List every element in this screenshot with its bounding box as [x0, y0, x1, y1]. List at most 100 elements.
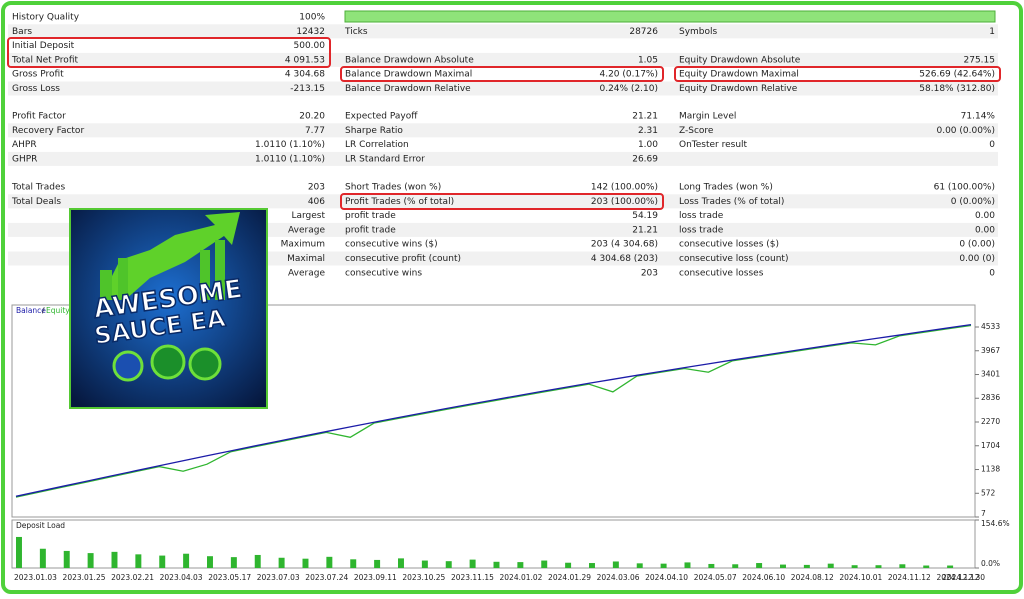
row-value: 12432	[296, 27, 325, 37]
load-bar	[780, 564, 786, 568]
row-value: 0 (0.00%)	[951, 197, 995, 207]
load-bar	[756, 563, 763, 568]
row-label: Equity Drawdown Maximal	[679, 70, 799, 80]
row-shade	[8, 52, 998, 67]
row-value: 0.24% (2.10)	[599, 84, 658, 94]
x-tick-label: 2024.11.12	[888, 573, 931, 582]
row-value: 0.00	[975, 211, 995, 221]
row-label: Symbols	[679, 27, 718, 37]
x-tick-label: 2024.05.07	[694, 573, 737, 582]
row-label: Loss Trades (% of total)	[679, 197, 784, 207]
y-tick-label: 4533	[981, 322, 1000, 331]
row-label: Maximal	[287, 254, 325, 264]
row-label: consecutive profit (count)	[345, 254, 461, 264]
load-bar	[469, 559, 476, 568]
load-bar	[398, 558, 404, 568]
row-value: 203 (4 304.68)	[591, 240, 658, 250]
load-bar	[827, 563, 834, 568]
row-value: 1.0110 (1.10%)	[255, 140, 325, 150]
row-value: -213.15	[290, 84, 325, 94]
load-bar	[87, 553, 94, 568]
load-bar	[708, 563, 715, 568]
row-label: Average	[288, 268, 325, 278]
load-title: Deposit Load	[16, 521, 65, 530]
load-bar	[183, 553, 190, 568]
x-tick-label: 2023.09.11	[354, 573, 397, 582]
logo: AWESOME SAUCE EA	[69, 208, 268, 409]
row-label: AHPR	[12, 140, 37, 150]
row-label: Equity Drawdown Relative	[679, 84, 798, 94]
row-label: Maximum	[281, 240, 325, 250]
row-label: Recovery Factor	[12, 126, 84, 136]
x-tick-label: 2024.03.06	[597, 573, 640, 582]
load-bar	[732, 564, 739, 568]
load-bar	[39, 548, 46, 568]
row-value: 526.69 (42.64%)	[919, 70, 995, 80]
x-tick-label: 2023.10.25	[402, 573, 445, 582]
row-label: Expected Payoff	[345, 112, 418, 122]
x-tick-label: 2024.08.12	[791, 573, 834, 582]
row-label: Balance Drawdown Relative	[345, 84, 471, 94]
row-value: 4.20 (0.17%)	[599, 70, 658, 80]
row-label: Total Deals	[11, 197, 61, 207]
row-value: 0.00 (0)	[959, 254, 995, 264]
row-value: 0.00 (0.00%)	[936, 126, 995, 136]
row-label: loss trade	[679, 211, 724, 221]
load-area	[11, 519, 976, 569]
highlight-box	[340, 193, 664, 210]
x-tick-label: 2023.01.03	[14, 573, 57, 582]
load-bar	[517, 562, 524, 568]
load-bar	[302, 558, 309, 568]
row-shade	[8, 151, 998, 166]
row-value: 4 091.53	[285, 55, 325, 65]
load-bar	[803, 564, 810, 568]
row-value: 21.21	[632, 112, 658, 122]
load-bar	[111, 551, 118, 568]
x-tick-label: 2023.07.03	[257, 573, 300, 582]
load-bar	[565, 562, 572, 568]
x-tick-label: 2024.01.02	[500, 573, 543, 582]
row-value: 58.18% (312.80)	[919, 84, 995, 94]
load-bar	[374, 559, 381, 568]
row-label: Profit Factor	[12, 112, 66, 122]
highlight-box	[340, 66, 664, 82]
x-tick-label: 2024.10.01	[839, 573, 882, 582]
row-label: consecutive wins ($)	[345, 240, 438, 250]
load-bar	[947, 565, 954, 568]
x-tick-label: 2023.11.15	[451, 573, 494, 582]
row-value: 1.00	[638, 140, 658, 150]
row-value: 142 (100.00%)	[591, 183, 658, 193]
row-label: Total Trades	[11, 183, 66, 193]
row-label: LR Correlation	[345, 140, 409, 150]
load-bar	[923, 565, 930, 568]
row-value: 0	[989, 268, 995, 278]
load-bar	[159, 555, 166, 568]
load-tick-label: 0.0%	[981, 559, 1000, 568]
series-line	[15, 323, 972, 497]
x-tick-label: 2023.05.17	[208, 573, 251, 582]
x-tick-label: 2023.01.25	[63, 573, 106, 582]
load-bar	[851, 565, 858, 568]
row-label: Balance Drawdown Absolute	[345, 55, 474, 65]
y-tick-label: 3967	[981, 346, 1000, 355]
row-label: Long Trades (won %)	[679, 183, 773, 193]
y-tick-label: 572	[981, 488, 996, 497]
row-value: 54.19	[632, 211, 658, 221]
row-label: Total Net Profit	[11, 55, 78, 65]
row-label: Ticks	[344, 27, 368, 37]
row-label: Equity Drawdown Absolute	[679, 55, 801, 65]
report-table: History Quality 100% Bars 12432 Ticks 28726 Sy…	[7, 10, 1001, 278]
row-value: 2.31	[638, 126, 658, 136]
row-label: consecutive wins	[345, 268, 422, 278]
legend-entry: Equity	[46, 306, 70, 315]
load-bar	[207, 556, 213, 568]
x-tick-label: 2024.12.12	[936, 573, 979, 582]
row-label: profit trade	[345, 211, 396, 221]
row-value: 4 304.68	[285, 70, 325, 80]
row-value: 20.20	[299, 112, 325, 122]
load-bar	[421, 560, 428, 568]
row-shade	[8, 81, 998, 96]
y-tick-label: 3401	[981, 370, 1000, 379]
row-shade	[8, 123, 998, 138]
